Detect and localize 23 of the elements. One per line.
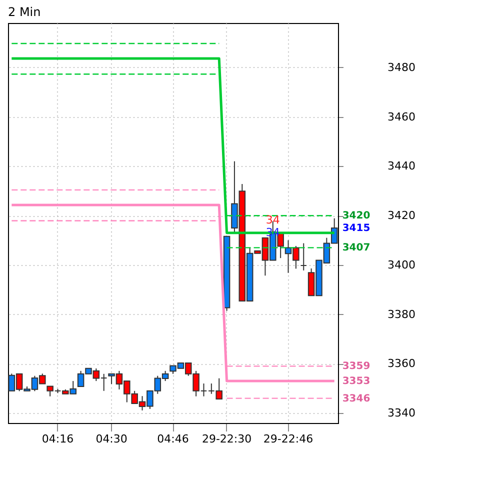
x-tick-label: 04:30 bbox=[96, 432, 128, 446]
x-tick-label: 04:46 bbox=[157, 432, 189, 446]
candlestick bbox=[300, 242, 307, 271]
y-tick-label: 3400 bbox=[388, 258, 416, 272]
x-tick-label: 04:16 bbox=[42, 432, 74, 446]
data-label: 3359 bbox=[342, 361, 370, 372]
y-tick-label: 3380 bbox=[388, 308, 416, 321]
y-tick-label: 3440 bbox=[388, 160, 416, 173]
chart-title: 2 Min bbox=[8, 5, 41, 19]
annotation: 34 bbox=[266, 214, 280, 227]
text: 3415 bbox=[342, 222, 370, 234]
annotation: 34 bbox=[266, 226, 280, 239]
x-tick-label: 29-22:30 bbox=[202, 432, 252, 446]
data-label: 3346 bbox=[342, 393, 370, 404]
data-label: 3420 bbox=[342, 210, 370, 222]
y-tick-label: 3460 bbox=[388, 110, 416, 124]
y-tick-label: 3340 bbox=[388, 406, 416, 420]
data-label: 3353 bbox=[342, 376, 370, 388]
data-label: 3407 bbox=[342, 242, 370, 254]
y-tick-label: 3420 bbox=[388, 209, 416, 222]
x-tick-label: 29-22:46 bbox=[263, 432, 314, 446]
y-tick-label: 3360 bbox=[388, 357, 416, 370]
y-tick-label: 3480 bbox=[388, 60, 416, 74]
